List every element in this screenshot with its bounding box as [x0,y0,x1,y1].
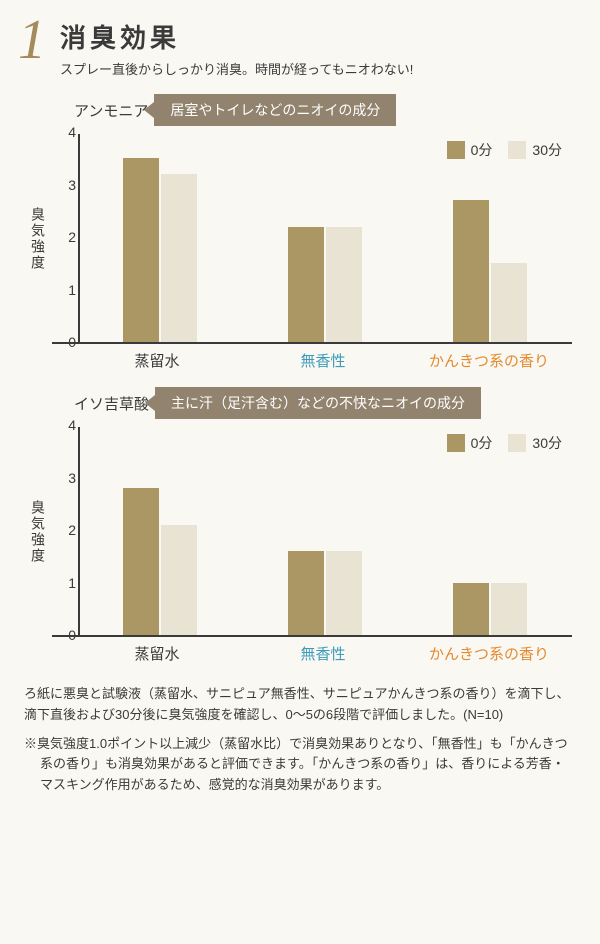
chart-2-substance: イソ吉草酸 [74,393,149,414]
section-header: 1 消臭効果 スプレー直後からしっかり消臭。時間が経ってもニオわない! [18,12,582,78]
header-text-block: 消臭効果 スプレー直後からしっかり消臭。時間が経ってもニオわない! [60,12,413,78]
section-subtitle: スプレー直後からしっかり消臭。時間が経ってもニオわない! [60,59,413,78]
chart-2-ylabel: 臭気強度 [28,500,52,564]
ytick-label: 2 [52,522,76,538]
bar-group [78,134,243,342]
bar-30min [161,525,197,635]
ytick-label: 2 [52,229,76,245]
bar-group [407,427,572,635]
chart-2: イソ吉草酸 主に汗（足汗含む）などの不快なニオイの成分 臭気強度 0分 30分 … [18,387,582,664]
bar-0min [288,551,324,635]
chart-1-substance: アンモニア [74,100,148,121]
description-text: ろ紙に悪臭と試験液（蒸留水、サニピュア無香性、サニピュアかんきつ系の香り）を滴下… [18,684,582,726]
ytick-label: 3 [52,177,76,193]
ytick-label: 4 [52,417,76,433]
chart-1-header: アンモニア 居室やトイレなどのニオイの成分 [28,94,572,126]
bar-30min [491,263,527,342]
note-text: ※臭気強度1.0ポイント以上減少（蒸留水比）で消臭効果ありとなり、「無香性」も「… [18,734,582,796]
ytick-label: 3 [52,470,76,486]
chart-2-bars [78,427,572,635]
bar-0min [453,200,489,342]
xlabel: かんきつ系の香り [406,643,572,664]
bar-30min [161,174,197,342]
chart-1-area: 臭気強度 0分 30分 01234 [28,134,572,344]
bar-30min [326,551,362,635]
section-number: 1 [18,12,46,68]
bar-0min [288,227,324,343]
bar-0min [453,583,489,636]
ytick-label: 0 [52,334,76,350]
chart-2-xlabels: 蒸留水無香性かんきつ系の香り [28,643,572,664]
xlabel: 蒸留水 [74,643,240,664]
chart-2-caption: 主に汗（足汗含む）などの不快なニオイの成分 [155,387,481,419]
xlabel: かんきつ系の香り [406,350,572,371]
xlabel: 蒸留水 [74,350,240,371]
bar-group [243,134,408,342]
chart-1-bars [78,134,572,342]
ytick-label: 0 [52,627,76,643]
bar-30min [491,583,527,636]
bar-group [78,427,243,635]
ytick-label: 4 [52,124,76,140]
xlabel: 無香性 [240,643,406,664]
bar-0min [123,158,159,342]
bar-group [243,427,408,635]
chart-1: アンモニア 居室やトイレなどのニオイの成分 臭気強度 0分 30分 01234 … [18,94,582,371]
bar-0min [123,488,159,635]
chart-2-area: 臭気強度 0分 30分 01234 [28,427,572,637]
chart-1-plot: 0分 30分 01234 [52,134,572,344]
xlabel: 無香性 [240,350,406,371]
chart-1-xlabels: 蒸留水無香性かんきつ系の香り [28,350,572,371]
section-title: 消臭効果 [60,18,413,55]
chart-2-header: イソ吉草酸 主に汗（足汗含む）などの不快なニオイの成分 [28,387,572,419]
bar-30min [326,227,362,343]
chart-2-plot: 0分 30分 01234 [52,427,572,637]
chart-1-caption: 居室やトイレなどのニオイの成分 [154,94,396,126]
chart-1-ylabel: 臭気強度 [28,207,52,271]
ytick-label: 1 [52,575,76,591]
bar-group [407,134,572,342]
ytick-label: 1 [52,282,76,298]
